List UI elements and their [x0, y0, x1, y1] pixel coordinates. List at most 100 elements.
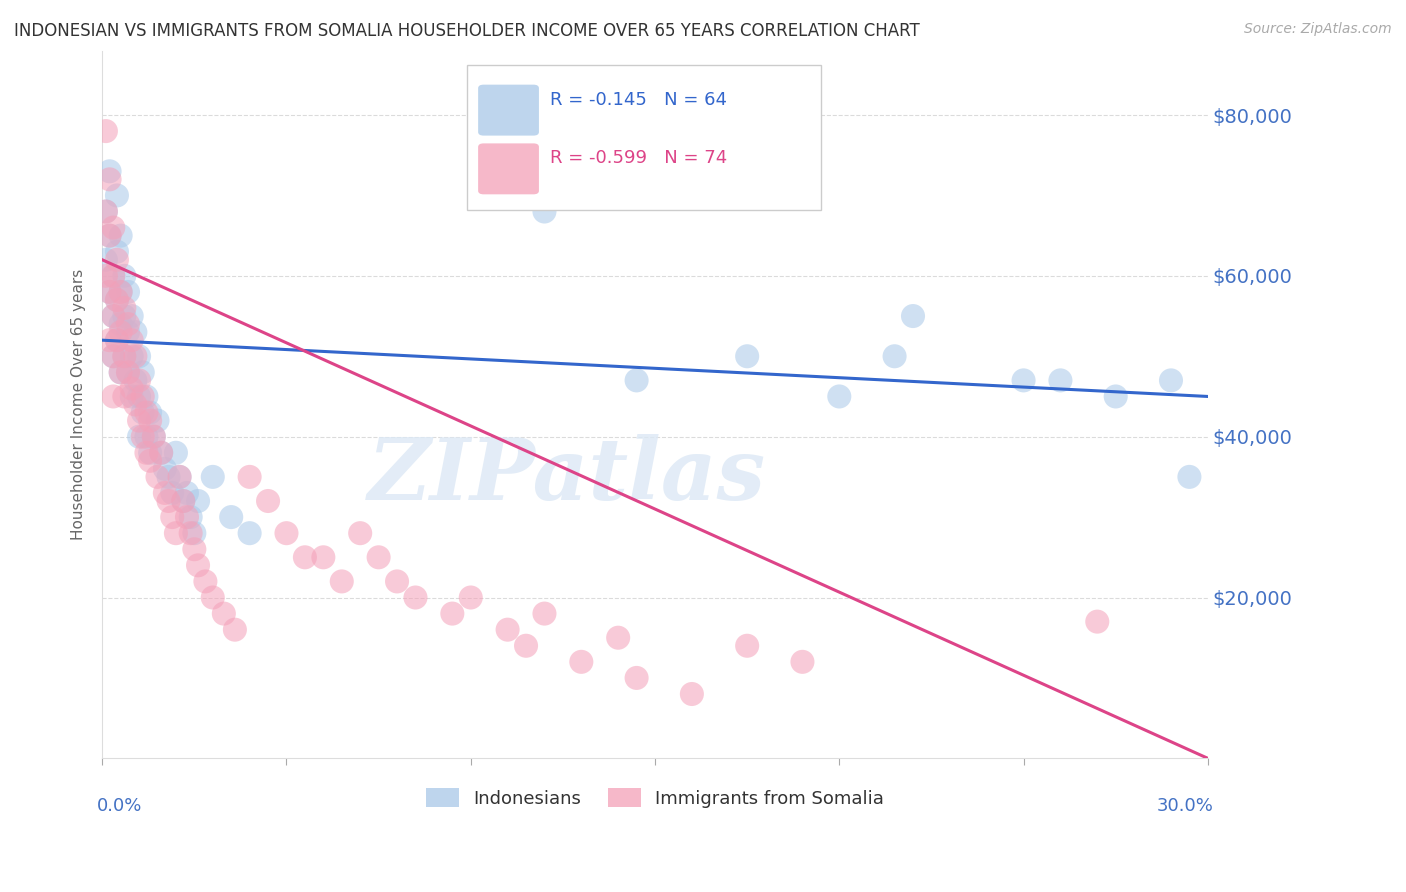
Point	[312, 550, 335, 565]
Point	[1049, 373, 1071, 387]
Point	[626, 671, 648, 685]
Point	[103, 309, 125, 323]
Point	[117, 365, 139, 379]
FancyBboxPatch shape	[467, 65, 821, 210]
Point	[662, 172, 685, 186]
Point	[735, 349, 758, 363]
Point	[172, 494, 194, 508]
Point	[224, 623, 246, 637]
Point	[94, 204, 117, 219]
Point	[103, 268, 125, 283]
Point	[124, 349, 146, 363]
Text: 0.0%: 0.0%	[97, 797, 142, 815]
Point	[176, 486, 198, 500]
Point	[124, 325, 146, 339]
Point	[98, 172, 121, 186]
Text: ZIPatlas: ZIPatlas	[367, 434, 766, 517]
Point	[883, 349, 905, 363]
Point	[460, 591, 482, 605]
Point	[212, 607, 235, 621]
Point	[94, 252, 117, 267]
Point	[294, 550, 316, 565]
Point	[110, 228, 132, 243]
Point	[157, 470, 180, 484]
Point	[98, 164, 121, 178]
Point	[187, 558, 209, 573]
Point	[162, 486, 184, 500]
Point	[98, 228, 121, 243]
Point	[94, 204, 117, 219]
Point	[201, 591, 224, 605]
Point	[150, 446, 173, 460]
Point	[146, 470, 169, 484]
Point	[607, 631, 630, 645]
Point	[110, 285, 132, 299]
Point	[135, 446, 157, 460]
Point	[121, 333, 143, 347]
Text: R = -0.145   N = 64: R = -0.145 N = 64	[550, 91, 727, 109]
FancyBboxPatch shape	[478, 85, 538, 136]
Point	[183, 526, 205, 541]
Point	[139, 446, 162, 460]
Point	[533, 607, 555, 621]
Point	[139, 406, 162, 420]
Text: INDONESIAN VS IMMIGRANTS FROM SOMALIA HOUSEHOLDER INCOME OVER 65 YEARS CORRELATI: INDONESIAN VS IMMIGRANTS FROM SOMALIA HO…	[14, 22, 920, 40]
Point	[165, 446, 187, 460]
Point	[533, 204, 555, 219]
Point	[98, 228, 121, 243]
Point	[735, 639, 758, 653]
Point	[121, 381, 143, 395]
Point	[496, 623, 519, 637]
Legend: Indonesians, Immigrants from Somalia: Indonesians, Immigrants from Somalia	[418, 779, 893, 816]
Point	[128, 373, 150, 387]
Point	[405, 591, 427, 605]
Point	[153, 462, 176, 476]
Point	[121, 309, 143, 323]
Point	[121, 349, 143, 363]
Point	[139, 414, 162, 428]
Point	[142, 430, 165, 444]
Point	[180, 510, 202, 524]
Point	[1012, 373, 1035, 387]
Point	[135, 389, 157, 403]
Point	[201, 470, 224, 484]
Point	[117, 317, 139, 331]
Point	[103, 389, 125, 403]
Point	[98, 285, 121, 299]
Point	[117, 285, 139, 299]
Point	[183, 542, 205, 557]
Point	[124, 397, 146, 411]
Point	[112, 268, 135, 283]
Point	[135, 406, 157, 420]
Point	[98, 333, 121, 347]
Point	[153, 486, 176, 500]
Point	[180, 526, 202, 541]
Point	[117, 325, 139, 339]
Point	[128, 389, 150, 403]
Point	[105, 293, 128, 307]
Point	[1178, 470, 1201, 484]
Point	[105, 244, 128, 259]
Point	[792, 655, 814, 669]
Point	[169, 470, 191, 484]
Point	[110, 285, 132, 299]
Text: R = -0.599   N = 74: R = -0.599 N = 74	[550, 149, 727, 167]
Point	[105, 188, 128, 202]
Point	[105, 293, 128, 307]
Point	[330, 574, 353, 589]
Point	[626, 373, 648, 387]
Point	[176, 510, 198, 524]
Point	[132, 430, 155, 444]
Point	[165, 526, 187, 541]
Point	[681, 687, 703, 701]
Point	[128, 414, 150, 428]
Point	[110, 317, 132, 331]
Point	[219, 510, 242, 524]
Point	[172, 494, 194, 508]
Point	[112, 301, 135, 315]
Point	[1160, 373, 1182, 387]
Point	[103, 268, 125, 283]
Text: 30.0%: 30.0%	[1157, 797, 1213, 815]
Point	[103, 309, 125, 323]
Point	[98, 285, 121, 299]
